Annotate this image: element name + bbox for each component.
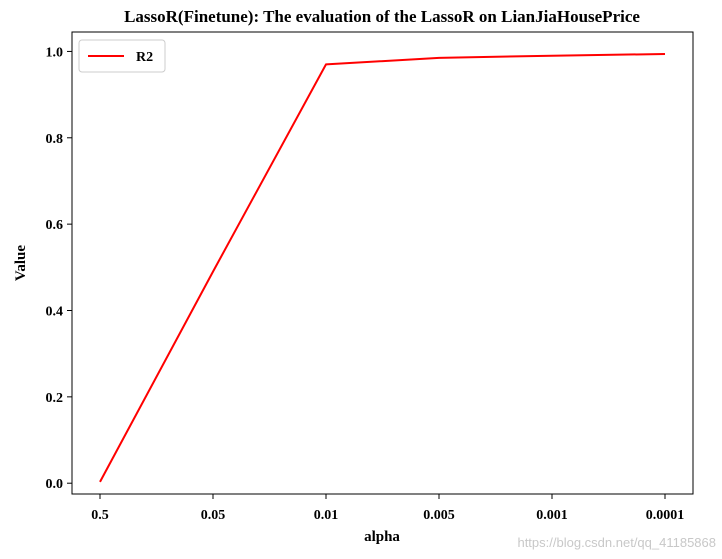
x-tick-label: 0.001 bbox=[536, 508, 568, 523]
y-axis: 0.0 0.2 0.4 0.6 0.8 1.0 bbox=[46, 45, 72, 492]
legend: R2 bbox=[78, 39, 166, 73]
x-tick-label: 0.0001 bbox=[646, 508, 685, 523]
x-axis: 0.5 0.05 0.01 0.005 0.001 0.0001 bbox=[91, 494, 684, 523]
series-line-r2 bbox=[99, 53, 666, 483]
y-tick-label: 0.4 bbox=[46, 304, 64, 319]
series-layer bbox=[99, 53, 666, 483]
y-tick-label: 0.8 bbox=[46, 132, 64, 147]
chart-title: LassoR(Finetune): The evaluation of the … bbox=[124, 7, 640, 26]
y-tick-label: 0.2 bbox=[46, 391, 64, 406]
y-axis-label: Value bbox=[13, 245, 29, 281]
y-tick-label: 1.0 bbox=[46, 45, 64, 60]
x-tick-label: 0.05 bbox=[201, 508, 226, 523]
legend-label-r2: R2 bbox=[136, 50, 153, 65]
watermark: https://blog.csdn.net/qq_41185868 bbox=[517, 535, 716, 550]
x-tick-label: 0.005 bbox=[423, 508, 455, 523]
y-tick-label: 0.6 bbox=[46, 218, 64, 233]
x-tick-label: 0.5 bbox=[91, 508, 109, 523]
x-tick-label: 0.01 bbox=[314, 508, 339, 523]
y-tick-label: 0.0 bbox=[46, 477, 64, 492]
x-axis-label: alpha bbox=[364, 529, 400, 545]
plot-area bbox=[71, 31, 694, 495]
